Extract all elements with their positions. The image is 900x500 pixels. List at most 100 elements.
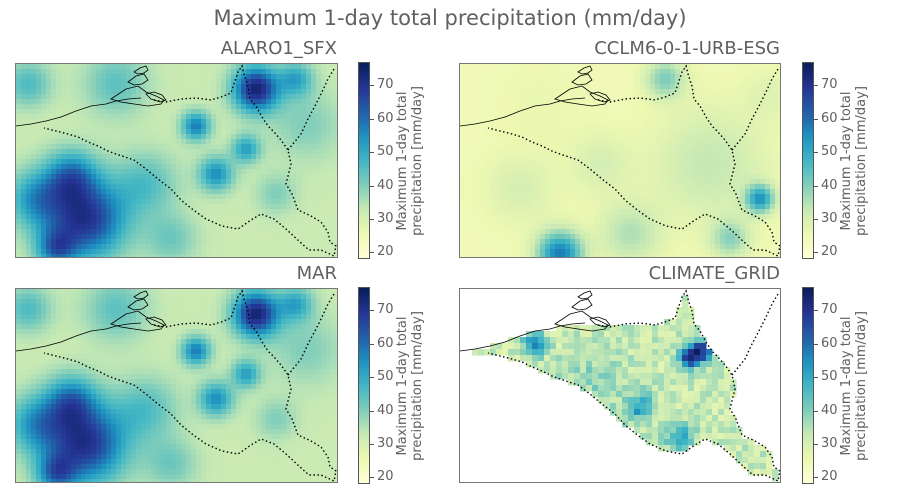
map-climate-grid xyxy=(459,288,781,483)
colorbar-tickmark xyxy=(814,343,818,345)
country-border xyxy=(487,289,780,482)
island-outline xyxy=(577,290,593,300)
colorbar-tickmark xyxy=(814,443,818,445)
colorbar-tickmark xyxy=(370,477,374,479)
colorbar-tickmark xyxy=(370,410,374,412)
island-outline xyxy=(554,85,609,107)
colorbar-tick-label: 70 xyxy=(821,77,838,93)
colorbar-tick-label: 20 xyxy=(377,244,394,260)
colorbar-tickmark xyxy=(370,343,374,345)
island-outline xyxy=(127,73,149,86)
colorbar-tickmark xyxy=(814,310,818,312)
colorbar-tick-label: 70 xyxy=(377,302,394,318)
colorbar-tickmark xyxy=(370,443,374,445)
island-outline xyxy=(554,310,609,332)
colorbar-mar xyxy=(358,287,370,484)
colorbar-tickmark xyxy=(370,310,374,312)
colorbar-tick-label: 30 xyxy=(821,435,838,451)
map-alaro xyxy=(15,63,338,258)
coastline xyxy=(460,322,586,352)
colorbar-tickmark xyxy=(370,185,374,187)
island-outline xyxy=(589,91,611,103)
colorbar-tickmark xyxy=(814,410,818,412)
colorbar-tick-label: 50 xyxy=(821,144,838,160)
colorbar-tick-label: 50 xyxy=(377,144,394,160)
country-border xyxy=(487,64,780,257)
colorbar-tick-label: 30 xyxy=(821,210,838,226)
colorbar-tickmark xyxy=(814,252,818,254)
colorbar-tick-label: 40 xyxy=(821,402,838,418)
colorbar-tick-label: 30 xyxy=(377,210,394,226)
island-outline xyxy=(110,310,165,332)
colorbar-tickmark xyxy=(370,118,374,120)
colorbar-tick-label: 20 xyxy=(377,469,394,485)
panel-title-alaro: ALARO1_SFX xyxy=(220,38,337,59)
colorbar-tick-label: 40 xyxy=(377,177,394,193)
panel-title-cclm: CCLM6-0-1-URB-ESG xyxy=(594,38,780,59)
panel-title-climate-grid: CLIMATE_GRID xyxy=(648,263,780,284)
colorbar-tick-label: 60 xyxy=(377,110,394,126)
colorbar-tick-label: 60 xyxy=(821,110,838,126)
island-outline xyxy=(127,298,149,311)
colorbar-tick-label: 20 xyxy=(821,469,838,485)
colorbar-tickmark xyxy=(370,218,374,220)
country-border xyxy=(43,289,337,482)
colorbar-tickmark xyxy=(370,85,374,87)
neighbour-border xyxy=(731,293,779,376)
colorbar-tickmark xyxy=(814,218,818,220)
precipitation-field xyxy=(16,289,337,482)
colorbar-label-climate-grid: Maximum 1-day total precipitation [mm/da… xyxy=(839,310,869,461)
colorbar-tickmark xyxy=(814,152,818,154)
colorbar-tick-label: 70 xyxy=(377,77,394,93)
map-canvas xyxy=(16,289,337,482)
island-outline xyxy=(110,85,165,107)
country-border xyxy=(43,64,337,257)
precipitation-field xyxy=(16,64,337,257)
panel-title-mar: MAR xyxy=(296,263,337,284)
colorbar-tick-label: 20 xyxy=(821,244,838,260)
neighbour-border xyxy=(287,68,335,151)
map-cclm xyxy=(459,63,781,258)
coastline xyxy=(16,322,142,352)
island-outline xyxy=(133,65,149,75)
colorbar-tickmark xyxy=(814,477,818,479)
map-canvas xyxy=(460,289,780,482)
colorbar-cclm xyxy=(802,62,814,259)
colorbar-alaro xyxy=(358,62,370,259)
neighbour-border xyxy=(731,68,779,151)
island-outline xyxy=(145,316,167,328)
colorbar-tick-label: 60 xyxy=(377,335,394,351)
colorbar-tickmark xyxy=(814,185,818,187)
colorbar-tick-label: 70 xyxy=(821,302,838,318)
island-outline xyxy=(577,65,593,75)
colorbar-tick-label: 60 xyxy=(821,335,838,351)
colorbar-tick-label: 50 xyxy=(821,369,838,385)
colorbar-climate-grid xyxy=(802,287,814,484)
colorbar-tickmark xyxy=(370,252,374,254)
colorbar-tick-label: 40 xyxy=(377,402,394,418)
colorbar-tickmark xyxy=(370,377,374,379)
neighbour-border xyxy=(287,293,335,376)
island-outline xyxy=(571,298,593,311)
colorbar-tickmark xyxy=(814,85,818,87)
colorbar-label-mar: Maximum 1-day total precipitation [mm/da… xyxy=(395,310,425,461)
colorbar-tick-label: 50 xyxy=(377,369,394,385)
coastline xyxy=(460,97,586,127)
colorbar-tickmark xyxy=(814,377,818,379)
colorbar-label-alaro: Maximum 1-day total precipitation [mm/da… xyxy=(395,85,425,236)
island-outline xyxy=(133,290,149,300)
colorbar-tickmark xyxy=(370,152,374,154)
map-mar xyxy=(15,288,338,483)
island-outline xyxy=(145,91,167,103)
map-canvas xyxy=(460,64,780,257)
precipitation-field xyxy=(460,64,780,257)
map-canvas xyxy=(16,64,337,257)
island-outline xyxy=(589,316,611,328)
colorbar-tick-label: 30 xyxy=(377,435,394,451)
colorbar-tick-label: 40 xyxy=(821,177,838,193)
colorbar-label-cclm: Maximum 1-day total precipitation [mm/da… xyxy=(839,85,869,236)
colorbar-tickmark xyxy=(814,118,818,120)
island-outline xyxy=(571,73,593,86)
coastline xyxy=(16,97,142,127)
precipitation-field xyxy=(472,295,779,482)
